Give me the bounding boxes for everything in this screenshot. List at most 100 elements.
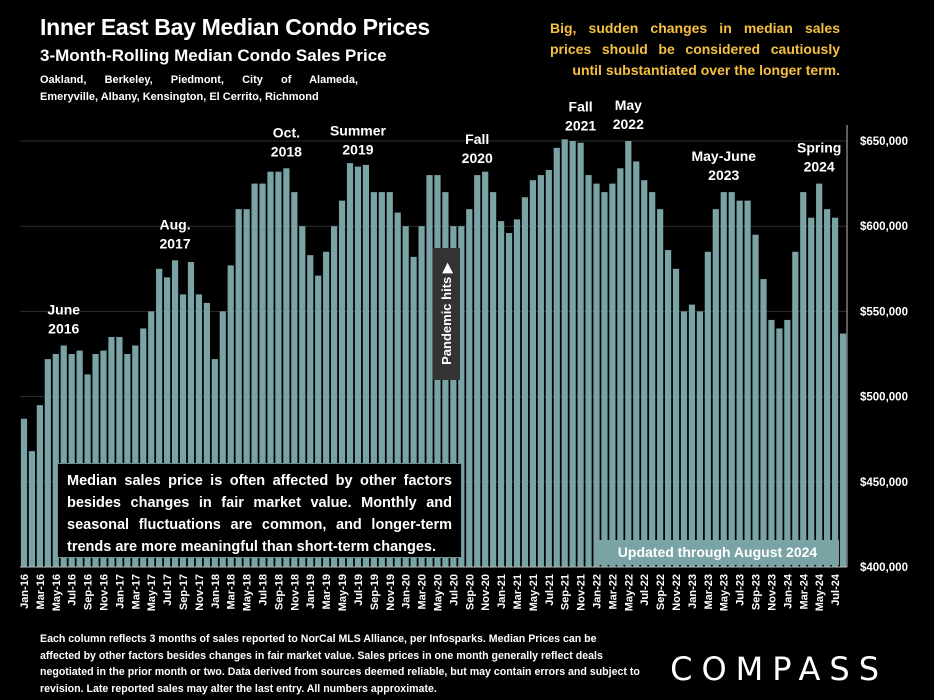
bar xyxy=(537,175,544,567)
annotation-label: 2023 xyxy=(708,167,739,183)
y-tick-label: $400,000 xyxy=(860,562,908,574)
x-tick-label: Mar-21 xyxy=(512,574,524,609)
x-tick-label: Jul-21 xyxy=(544,574,556,606)
annotation-label: Fall xyxy=(465,131,489,147)
x-tick-label: May-18 xyxy=(242,574,254,611)
x-tick-label: Mar-22 xyxy=(607,574,619,609)
bar xyxy=(458,226,465,567)
bar xyxy=(362,164,370,567)
bar xyxy=(338,200,346,567)
x-tick-label: Jul-24 xyxy=(830,573,842,606)
bar xyxy=(816,183,823,567)
bar xyxy=(291,192,298,567)
bar xyxy=(52,354,59,567)
annotation-label: 2018 xyxy=(271,143,302,159)
x-tick-label: Mar-19 xyxy=(321,574,333,609)
x-tick-label: Mar-20 xyxy=(417,574,429,609)
bar xyxy=(386,192,393,567)
x-tick-label: Jan-20 xyxy=(401,574,413,609)
bar xyxy=(776,328,783,567)
bar xyxy=(402,226,409,567)
x-tick-label: Jul-20 xyxy=(448,574,460,606)
y-tick-label: $550,000 xyxy=(860,306,908,318)
x-tick-label: Sep-19 xyxy=(369,574,381,610)
updated-badge: Updated through August 2024 xyxy=(596,540,839,565)
bar xyxy=(346,163,354,568)
annotation-label: Spring xyxy=(797,140,841,156)
x-tick-label: Jan-16 xyxy=(19,574,31,609)
bar xyxy=(497,221,505,567)
market-value-note: Median sales price is often affected by … xyxy=(57,463,462,558)
bar xyxy=(394,212,401,567)
y-tick-label: $450,000 xyxy=(860,477,908,489)
bar xyxy=(259,183,266,567)
annotation-label: Oct. xyxy=(273,124,300,140)
bar xyxy=(505,233,513,568)
bar xyxy=(418,226,425,567)
bar xyxy=(315,275,322,567)
bar xyxy=(108,336,115,567)
bar xyxy=(768,319,775,567)
bar xyxy=(92,354,99,567)
pandemic-label: Pandemic hits ▶ xyxy=(438,263,454,365)
x-tick-label: Sep-22 xyxy=(655,574,667,610)
bar xyxy=(378,192,385,567)
bar xyxy=(171,260,179,567)
bar xyxy=(553,147,560,568)
annotation-label: 2021 xyxy=(565,118,596,134)
x-tick-label: Jul-23 xyxy=(735,574,747,606)
bar xyxy=(354,166,362,567)
x-tick-label: Nov-22 xyxy=(671,574,683,611)
bar xyxy=(330,226,338,567)
bar xyxy=(593,183,600,567)
bar xyxy=(720,192,727,567)
bar xyxy=(219,311,226,567)
bar xyxy=(736,200,743,567)
x-tick-label: May-20 xyxy=(432,574,444,611)
bar xyxy=(116,336,123,567)
bar xyxy=(808,217,815,567)
bar xyxy=(784,319,791,567)
x-tick-label: May-23 xyxy=(719,574,731,611)
bar xyxy=(227,265,234,567)
source-footnote: Each column reflects 3 months of sales r… xyxy=(40,633,640,695)
x-tick-label: May-16 xyxy=(51,574,63,611)
bar xyxy=(529,180,537,567)
bar xyxy=(251,183,258,567)
x-tick-label: Nov-21 xyxy=(576,574,588,611)
bar xyxy=(633,161,640,567)
bar xyxy=(148,311,155,567)
x-tick-label: Jan-23 xyxy=(687,574,699,609)
bar xyxy=(179,294,187,567)
x-tick-label: Nov-19 xyxy=(385,574,397,611)
x-tick-label: May-17 xyxy=(146,574,158,611)
x-tick-label: Mar-23 xyxy=(703,574,715,609)
x-tick-label: Nov-18 xyxy=(289,574,301,611)
bar xyxy=(482,171,489,567)
bar xyxy=(20,418,28,567)
annotation-label: 2024 xyxy=(804,159,835,175)
bar xyxy=(267,171,274,567)
bar xyxy=(187,261,195,567)
chart-title: Inner East Bay Median Condo Prices xyxy=(40,14,430,40)
y-tick-label: $500,000 xyxy=(860,392,908,404)
bar xyxy=(299,226,306,567)
bar xyxy=(672,268,680,567)
bar xyxy=(307,255,314,567)
bar xyxy=(410,256,417,567)
x-tick-label: May-19 xyxy=(337,574,349,611)
bar xyxy=(490,192,497,567)
bar xyxy=(450,226,457,567)
bar xyxy=(641,180,648,567)
cities-line-2: Emeryville, Albany, Kensington, El Cerri… xyxy=(40,91,319,103)
bar xyxy=(513,219,521,567)
bar xyxy=(688,304,696,567)
x-tick-label: Jan-24 xyxy=(782,573,794,609)
bar xyxy=(323,251,330,567)
bar xyxy=(370,192,377,567)
bar xyxy=(800,192,807,567)
annotation-label: 2020 xyxy=(462,150,493,166)
bar xyxy=(839,333,847,567)
bar xyxy=(680,311,688,567)
